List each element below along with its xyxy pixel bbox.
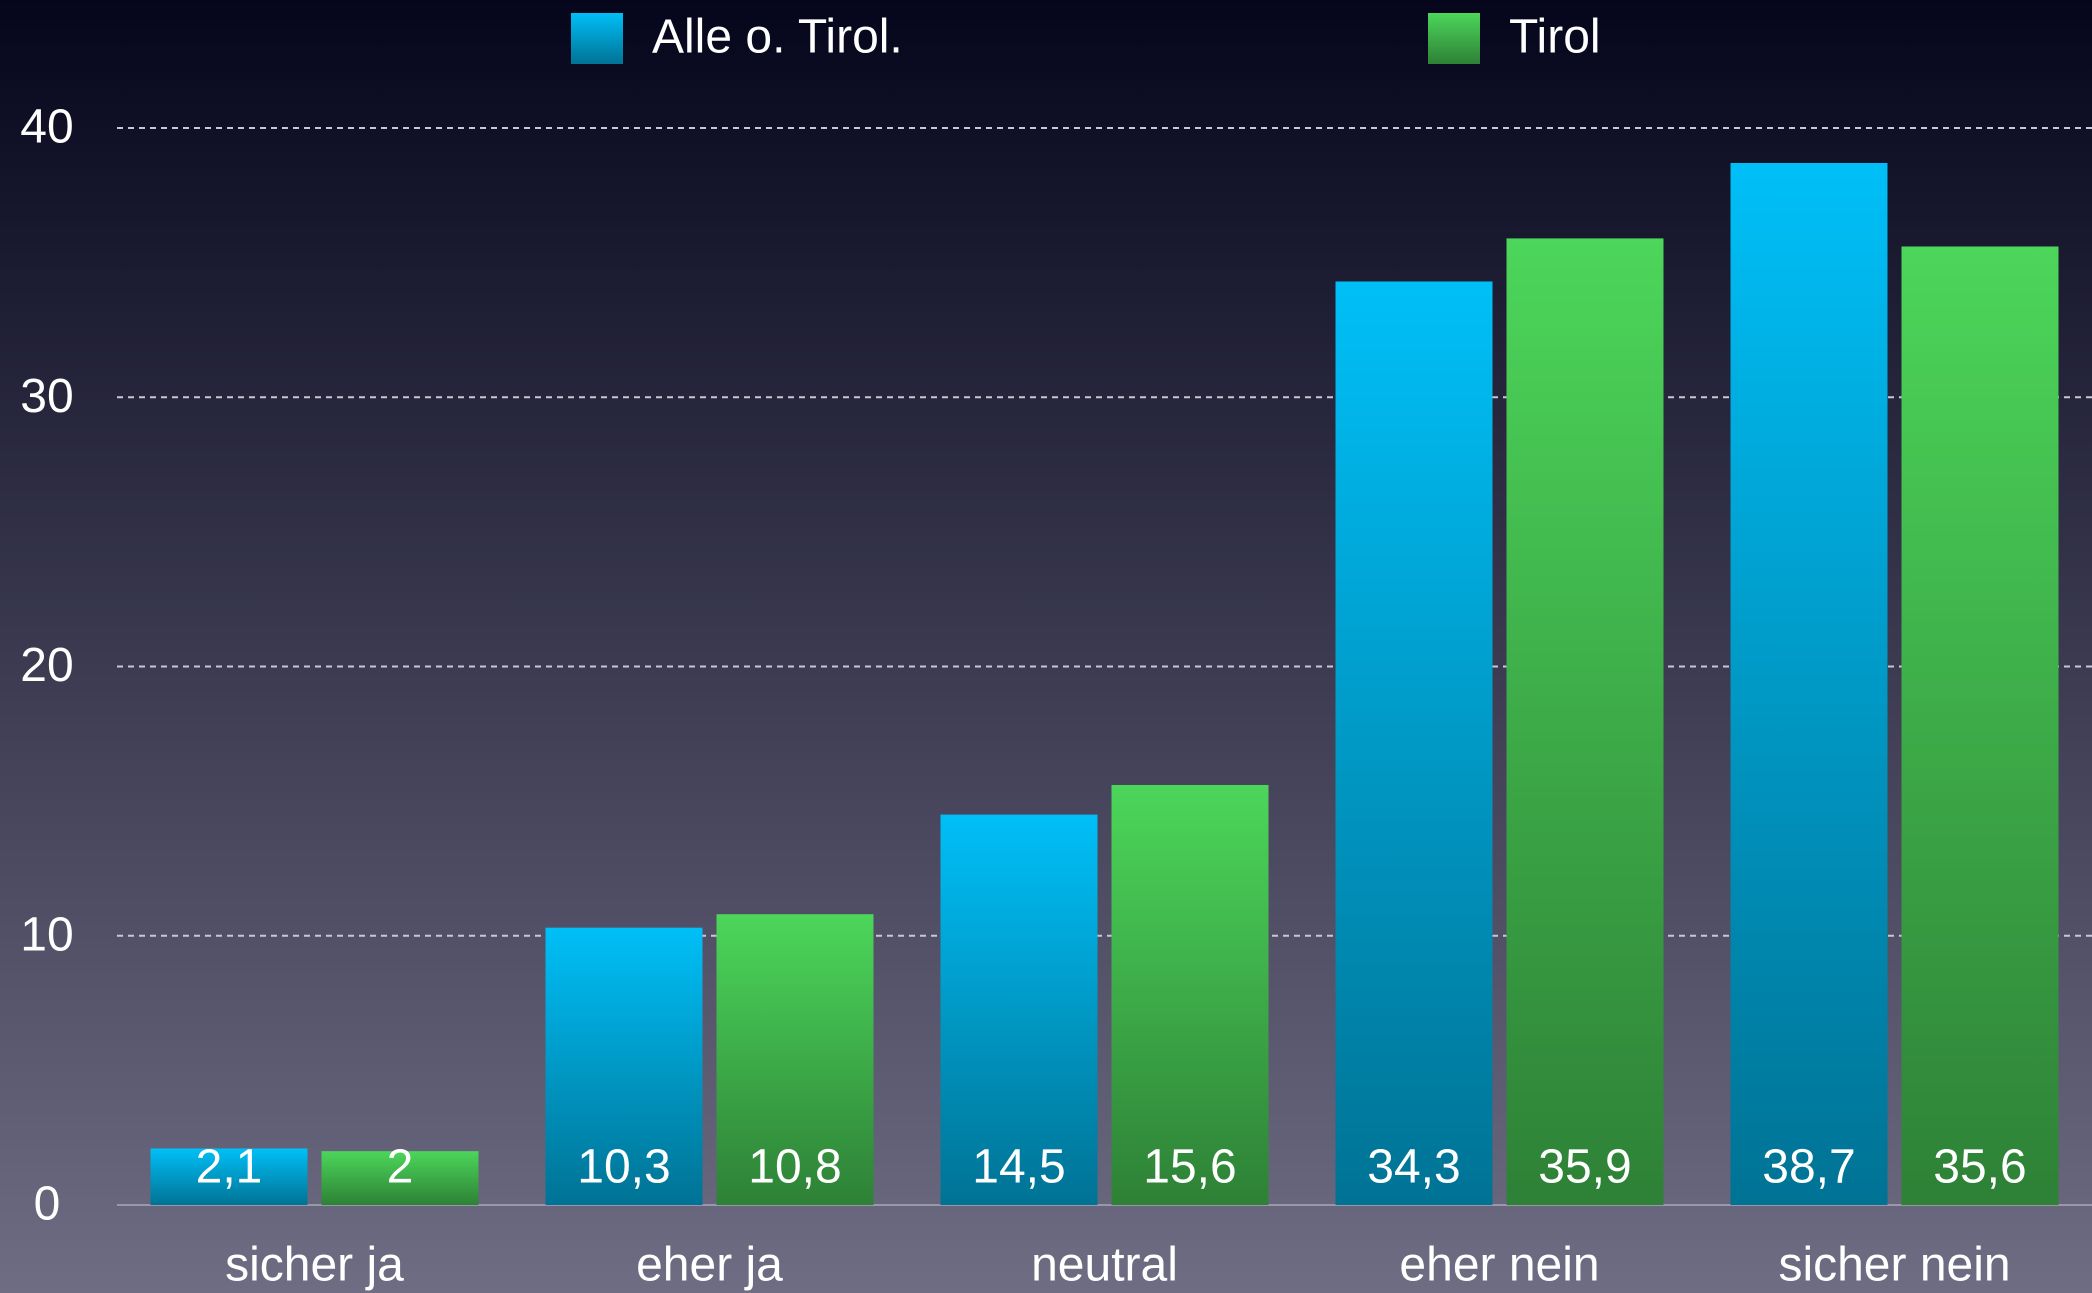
value-label: 35,6 bbox=[1933, 1141, 2026, 1194]
bar-shade bbox=[321, 1151, 479, 1205]
value-label: 35,9 bbox=[1538, 1141, 1631, 1194]
legend-label: Alle o. Tirol. bbox=[652, 11, 903, 64]
bar-shade bbox=[150, 1148, 308, 1205]
y-tick-label: 10 bbox=[20, 908, 73, 961]
x-tick-label: eher ja bbox=[636, 1239, 783, 1292]
bar-shade bbox=[1730, 163, 1888, 1206]
bar-shade bbox=[1111, 784, 1269, 1205]
x-tick-label: sicher nein bbox=[1778, 1239, 2010, 1292]
value-label: 2,1 bbox=[196, 1141, 263, 1194]
y-tick-label: 40 bbox=[20, 101, 73, 154]
x-tick-label: neutral bbox=[1031, 1239, 1178, 1292]
bar-shade bbox=[1506, 238, 1664, 1205]
x-tick-label: eher nein bbox=[1399, 1239, 1599, 1292]
value-label: 38,7 bbox=[1762, 1141, 1855, 1194]
bar-shade bbox=[716, 914, 874, 1205]
y-tick-label: 0 bbox=[34, 1178, 61, 1231]
bar-shade bbox=[940, 814, 1098, 1205]
value-label: 34,3 bbox=[1367, 1141, 1460, 1194]
value-label: 10,3 bbox=[577, 1141, 670, 1194]
bar-shade bbox=[545, 927, 703, 1205]
x-tick-label: sicher ja bbox=[225, 1239, 404, 1292]
value-label: 10,8 bbox=[748, 1141, 841, 1194]
legend-swatch-shade bbox=[1428, 13, 1480, 64]
y-tick-label: 30 bbox=[20, 370, 73, 423]
value-label: 15,6 bbox=[1143, 1141, 1236, 1194]
legend-swatch-shade bbox=[571, 13, 623, 64]
bar-shade bbox=[1901, 246, 2059, 1206]
value-label: 14,5 bbox=[972, 1141, 1065, 1194]
bar-shade bbox=[1335, 281, 1493, 1205]
y-tick-label: 20 bbox=[20, 639, 73, 692]
legend-label: Tirol bbox=[1509, 11, 1601, 64]
value-label: 2 bbox=[387, 1141, 414, 1194]
